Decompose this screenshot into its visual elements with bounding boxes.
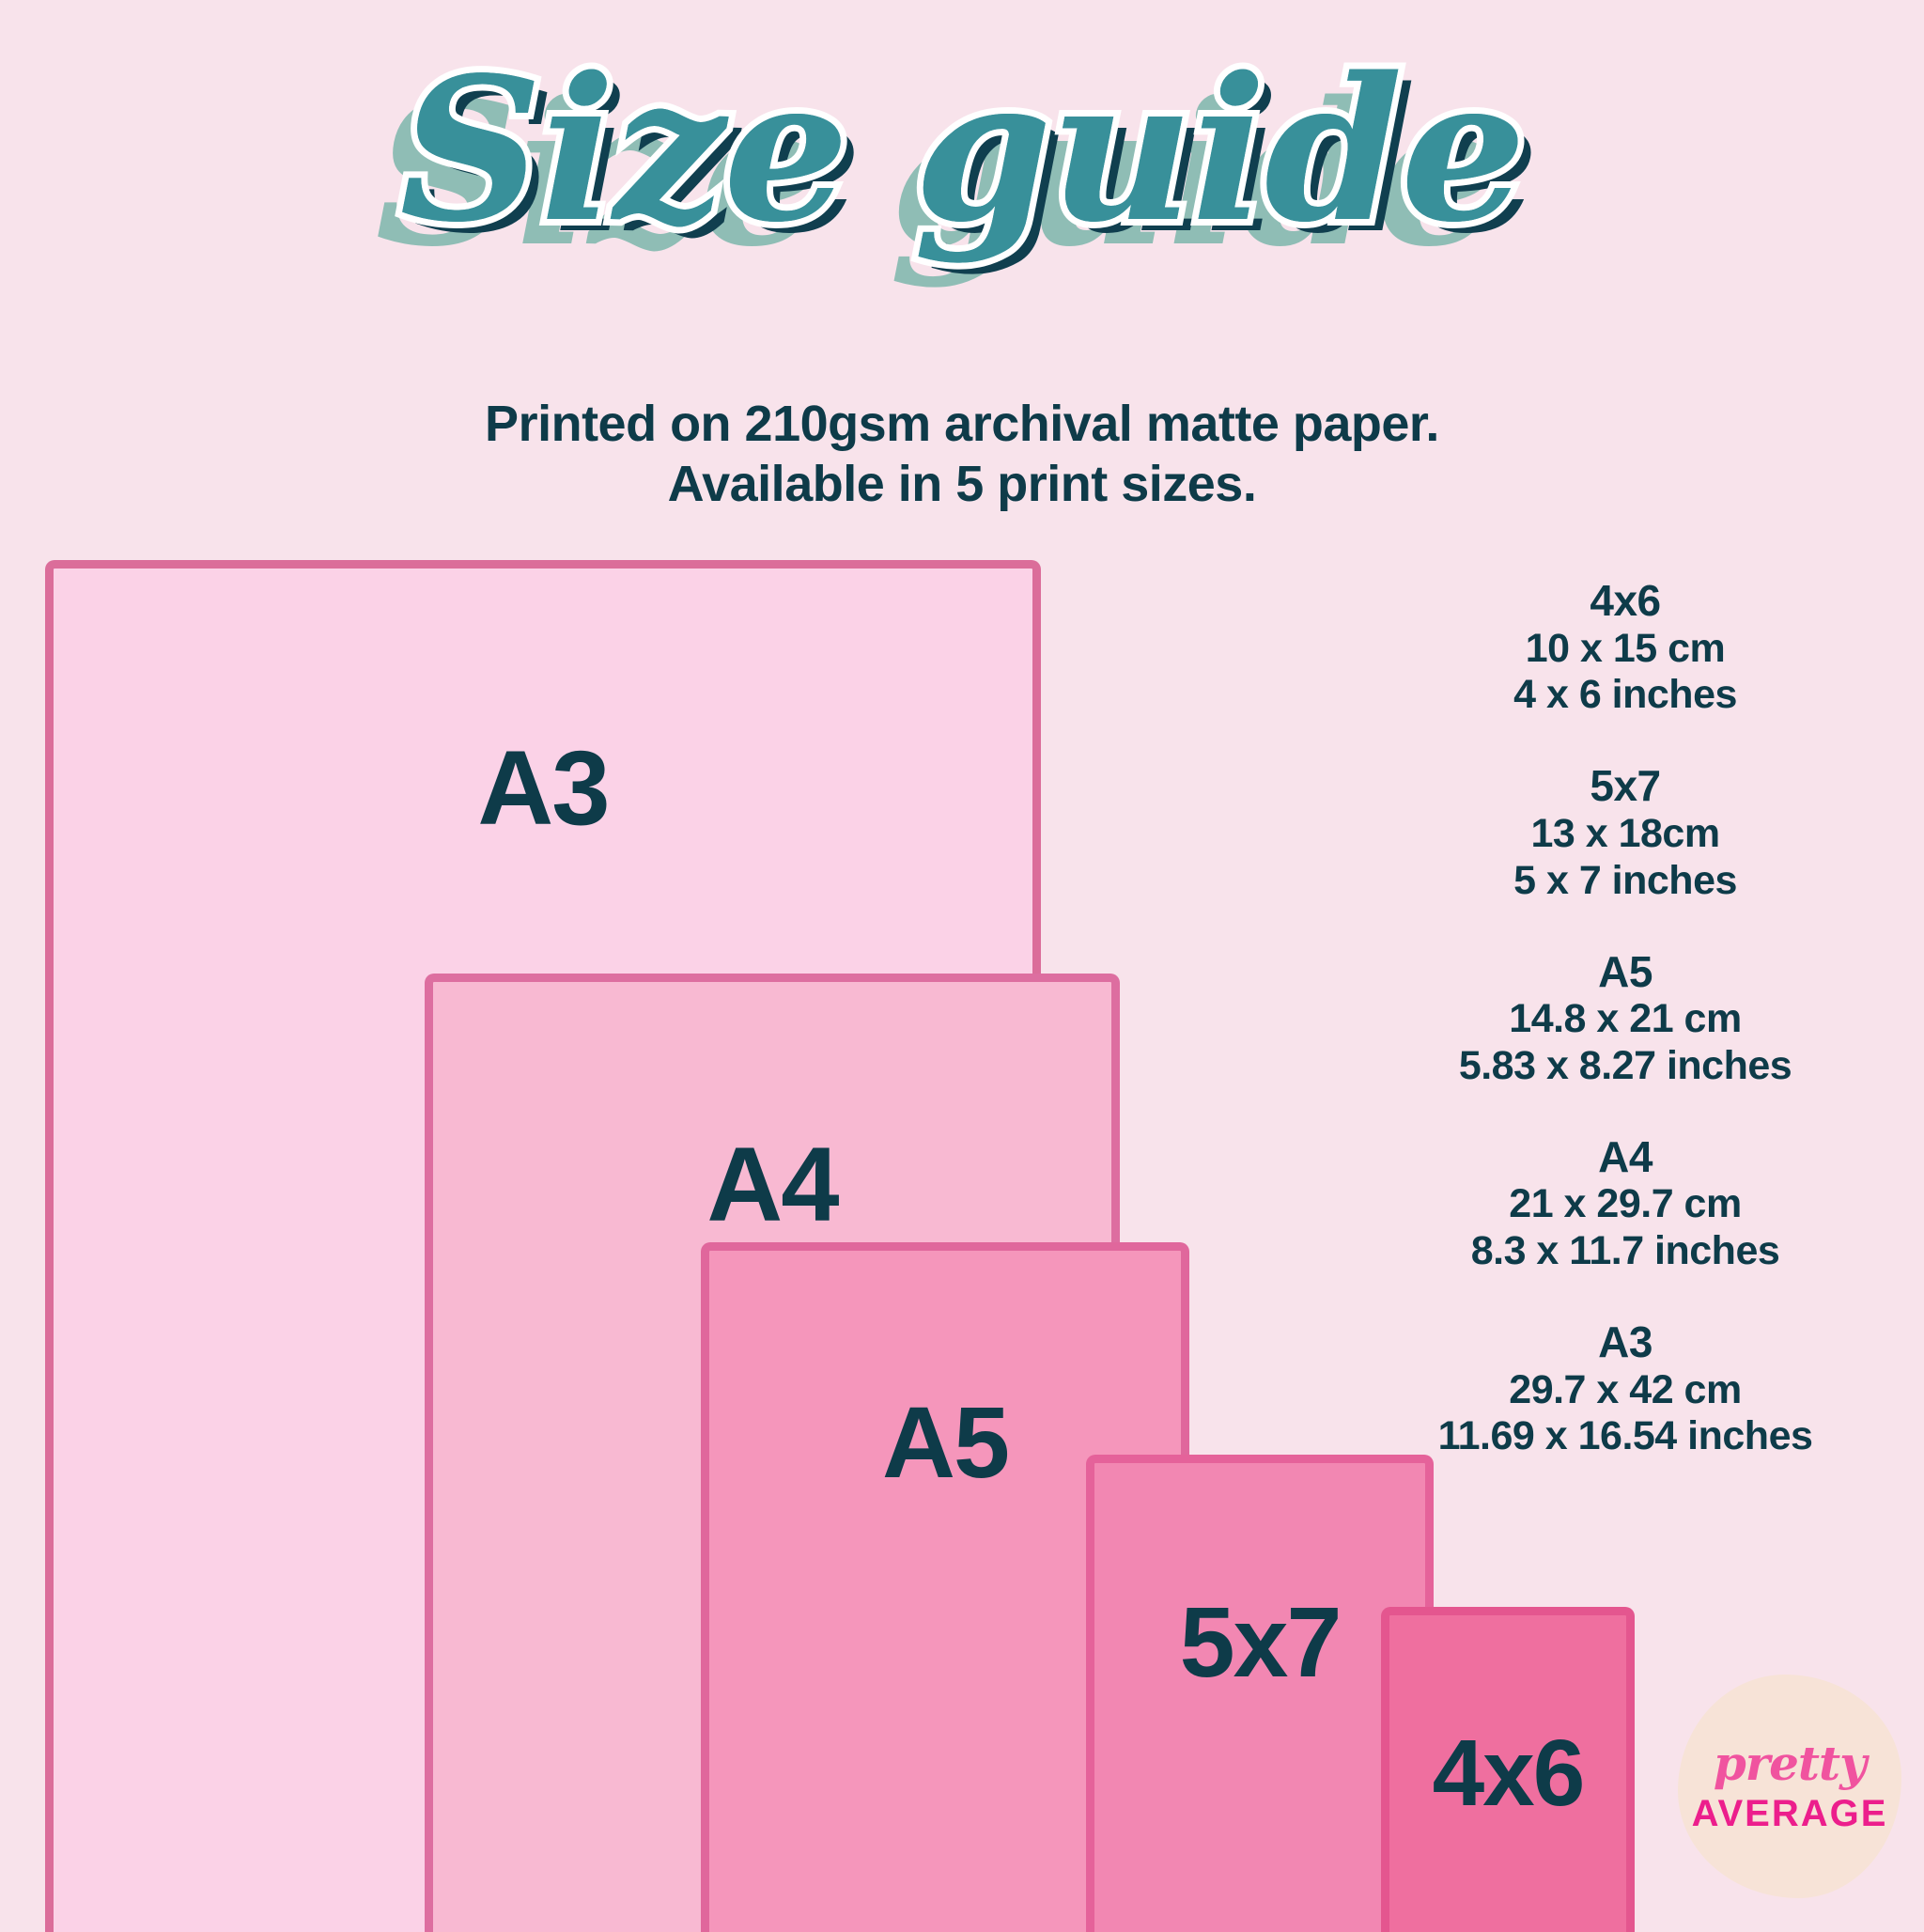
spec-name-5x7: 5x7	[1590, 761, 1661, 811]
spec-cm-4x6: 10 x 15 cm	[1525, 625, 1726, 671]
spec-inches-a5: 5.83 x 8.27 inches	[1458, 1042, 1792, 1088]
paper-rect-4x6: 4x6	[1381, 1607, 1635, 1932]
spec-cm-a3: 29.7 x 42 cm	[1509, 1366, 1742, 1412]
size-spec-list: 4x6 10 x 15 cm 4 x 6 inches 5x7 13 x 18c…	[1362, 576, 1888, 1460]
spec-name-4x6: 4x6	[1590, 576, 1661, 625]
spec-inches-5x7: 5 x 7 inches	[1513, 857, 1737, 903]
paper-rect-5x7: 5x7	[1086, 1455, 1434, 1932]
subtitle: Printed on 210gsm archival matte paper. …	[0, 395, 1924, 514]
spec-item-a5: A5 14.8 x 21 cm 5.83 x 8.27 inches	[1362, 946, 1888, 1090]
spec-inches-a3: 11.69 x 16.54 inches	[1437, 1413, 1813, 1459]
paper-label-a4: A4	[706, 1126, 839, 1243]
spec-item-4x6: 4x6 10 x 15 cm 4 x 6 inches	[1362, 576, 1888, 719]
logo-blob-shape	[1678, 1675, 1901, 1898]
subtitle-line-1: Printed on 210gsm archival matte paper.	[485, 396, 1439, 452]
spec-cm-5x7: 13 x 18cm	[1530, 810, 1720, 856]
spec-name-a3: A3	[1598, 1317, 1652, 1367]
subtitle-line-2: Available in 5 print sizes.	[667, 455, 1257, 512]
logo-text-group: pretty AVERAGE	[1678, 1675, 1901, 1898]
spec-name-a4: A4	[1598, 1131, 1652, 1181]
spec-inches-a4: 8.3 x 11.7 inches	[1470, 1228, 1780, 1274]
logo-script-word: pretty	[1713, 1736, 1867, 1791]
paper-label-a3: A3	[477, 729, 610, 847]
logo-brand-word: AVERAGE	[1691, 1793, 1888, 1834]
spec-cm-a4: 21 x 29.7 cm	[1509, 1181, 1742, 1227]
spec-inches-4x6: 4 x 6 inches	[1513, 672, 1737, 718]
spec-item-a3: A3 29.7 x 42 cm 11.69 x 16.54 inches	[1362, 1318, 1888, 1460]
spec-name-a5: A5	[1598, 946, 1652, 996]
paper-label-4x6: 4x6	[1432, 1721, 1586, 1826]
paper-label-5x7: 5x7	[1179, 1587, 1342, 1698]
paper-label-a5: A5	[881, 1385, 1010, 1499]
spec-cm-a5: 14.8 x 21 cm	[1509, 996, 1742, 1042]
brand-logo: pretty AVERAGE	[1678, 1675, 1901, 1898]
spec-item-5x7: 5x7 13 x 18cm 5 x 7 inches	[1362, 762, 1888, 904]
spec-item-a4: A4 21 x 29.7 cm 8.3 x 11.7 inches	[1362, 1131, 1888, 1275]
